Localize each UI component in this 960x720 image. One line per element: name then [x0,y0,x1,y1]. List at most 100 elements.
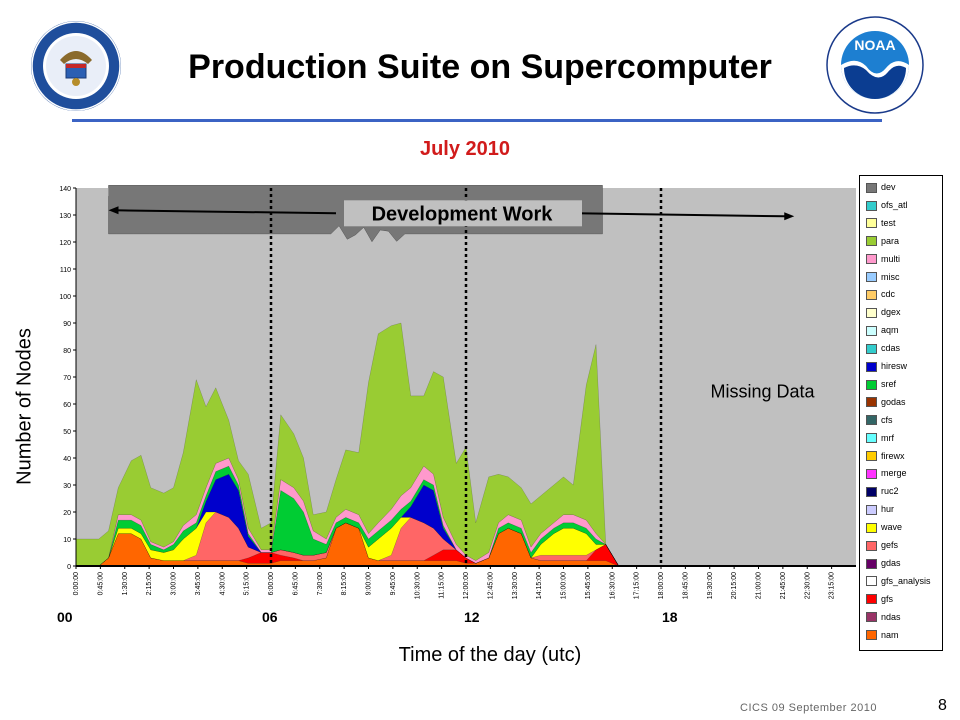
y-tick-label: 100 [59,294,71,301]
legend-swatch [866,397,877,408]
x-tick-label: 9:00:00 [366,572,373,595]
legend-swatch [866,451,877,462]
y-tick-label: 50 [63,429,71,436]
legend-swatch [866,540,877,551]
x-tick-label: 5:15:00 [244,572,251,595]
y-tick-label: 80 [63,348,71,355]
dev-arrow-left-head [108,206,119,215]
legend-item-hur: hur [866,503,894,516]
legend-item-cfs: cfs [866,414,893,427]
y-tick-label: 110 [60,267,71,274]
legend-swatch [866,290,877,301]
legend-swatch [866,218,877,229]
dev-gap-left [76,188,109,197]
legend-label: cdas [881,343,901,354]
node-usage-area-chart: 0 10 20 30 40 50 60 70 80 90 100 110 120 130 140 0:00:0… [59,185,856,599]
dev-arrow-left-line [114,209,337,215]
x-tick-label: 15:00:00 [561,572,568,599]
x-tick-label: 17:15:00 [634,572,641,599]
legend-label: mrf [881,432,894,443]
x-tick-label: 18:45:00 [682,572,689,599]
legend-label: wave [881,522,903,533]
legend-item-misc: misc [866,271,900,284]
legend-label: gfs_analysis [881,575,931,586]
legend-item-gfs: gfs [866,593,893,606]
legend-label: godas [881,396,906,407]
x-tick-label: 3:00:00 [171,572,178,595]
annotation-missing-data: Missing Data [710,382,815,402]
legend-swatch [866,433,877,444]
y-tick-label: 10 [63,537,71,544]
legend-item-wave: wave [866,521,902,534]
y-tick-label: 140 [59,186,71,193]
legend-swatch [866,236,877,247]
dev-arrow-right-line [575,212,785,218]
legend-label: aqm [881,325,899,336]
legend-item-godas: godas [866,396,906,409]
x-tick-label: 21:00:00 [756,572,763,599]
legend-label: cdc [881,289,896,300]
legend-item-ruc2: ruc2 [866,485,899,498]
legend-item-cdc: cdc [866,288,895,301]
legend-swatch [866,343,877,354]
y-tick-label: 120 [59,240,71,247]
legend-item-cdas: cdas [866,342,900,355]
legend-item-ofs_atl: ofs_atl [866,199,908,212]
legend-swatch [866,504,877,515]
legend-label: hiresw [881,361,908,371]
y-axis-label: Number of Nodes [13,328,36,485]
legend-swatch [866,612,877,623]
legend-item-mrf: mrf [866,432,894,445]
legend-swatch [866,558,877,569]
chart-legend: dev ofs_atl test para multi misc cdc dgex aqm cda… [859,175,943,651]
x-tick-label: 2:15:00 [146,572,153,595]
x-tick-label: 3:45:00 [195,572,202,595]
x-tick-label: 6:45:00 [292,572,299,595]
missing-data-region [618,188,856,566]
x-tick-label: 0:00:00 [73,572,80,595]
legend-swatch [866,361,877,372]
legend-label: misc [881,271,900,282]
dev-arrow-right-head [784,212,795,221]
x-tick-label: 7:30:00 [317,572,324,595]
legend-item-multi: multi [866,253,900,266]
legend-swatch [866,182,877,193]
hour-marker-12: 12 [464,609,480,625]
x-tick-label: 0:45:00 [97,572,104,595]
slide-footer: CICS 09 September 2010 [740,702,877,714]
x-tick-label: 14:15:00 [536,572,543,599]
legend-swatch [866,200,877,211]
y-tick-label: 70 [63,375,71,382]
hour-marker-06: 06 [262,609,278,625]
legend-swatch [866,307,877,318]
x-tick-label: 16:30:00 [609,572,616,599]
y-tick-label: 20 [63,510,71,517]
x-tick-label: 13:30:00 [512,572,519,599]
legend-swatch [866,522,877,533]
legend-label: hur [881,504,895,515]
legend-swatch [866,630,877,641]
x-tick-label: 12:45:00 [487,572,494,599]
legend-label: firewx [881,450,905,461]
x-tick-label: 6:00:00 [268,572,275,595]
legend-item-merge: merge [866,467,907,480]
legend-swatch [866,254,877,265]
legend-item-ndas: ndas [866,611,901,624]
hour-marker-00: 00 [57,609,73,625]
legend-label: para [881,235,900,246]
legend-label: ruc2 [881,486,899,497]
legend-item-dev: dev [866,181,896,194]
y-tick-label: 30 [63,483,71,490]
x-axis-label: Time of the day (utc) [398,644,582,666]
slide-subtitle: July 2010 [419,138,511,160]
legend-label: sref [881,378,897,389]
slide-title: Production Suite on Supercomputer [188,48,772,86]
legend-label: multi [881,253,901,264]
legend-label: gdas [881,557,901,568]
legend-label: gefs [881,540,899,550]
legend-item-para: para [866,235,899,248]
x-tick-label: 12:00:00 [463,572,470,599]
legend-swatch [866,576,877,587]
dev-label-bg [344,200,582,227]
legend-label: gfs [881,593,894,604]
